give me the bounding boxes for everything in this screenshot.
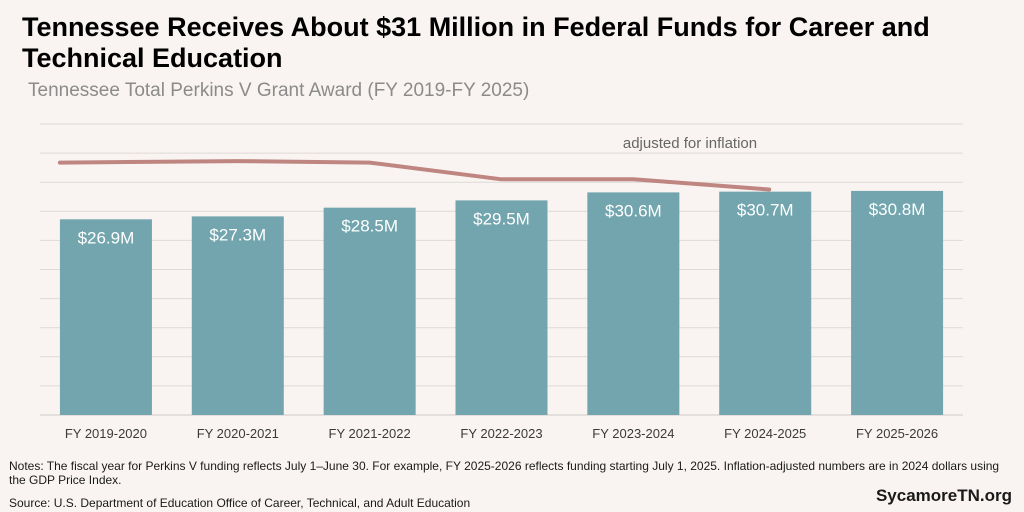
bars: [59, 190, 944, 415]
inflation-line-label: adjusted for inflation: [623, 135, 757, 152]
x-tick-label: FY 2024-2025: [724, 426, 806, 441]
bar: [719, 191, 812, 415]
bar: [851, 190, 944, 415]
bar: [323, 207, 416, 415]
x-tick-label: FY 2021-2022: [329, 426, 411, 441]
x-tick-label: FY 2020-2021: [197, 426, 279, 441]
bar-value-label: $29.5M: [473, 209, 530, 228]
bar-value-label: $30.7M: [737, 201, 794, 220]
x-tick-label: FY 2022-2023: [460, 426, 542, 441]
bar-value-label: $27.3M: [209, 225, 266, 244]
inflation-adjusted-line: [57, 159, 772, 192]
bar: [587, 192, 680, 415]
bar-value-label: $26.9M: [78, 228, 135, 247]
x-tick-label: FY 2019-2020: [65, 426, 147, 441]
x-tick-label: FY 2023-2024: [592, 426, 674, 441]
labels: $26.9M FY 2019-2020 $27.3M FY 2020-2021 $28.…: [65, 135, 938, 441]
source-text: Source: U.S. Department of Education Off…: [9, 496, 471, 510]
bar: [191, 216, 284, 415]
bar-value-label: $30.8M: [869, 200, 926, 219]
bar-value-label: $28.5M: [341, 217, 398, 236]
inflation-line-layer: [57, 159, 772, 192]
bar-value-label: $30.6M: [605, 201, 662, 220]
x-tick-label: FY 2025-2026: [856, 426, 938, 441]
chart-title: Tennessee Receives About $31 Million in …: [22, 12, 930, 73]
brand-logo-text: SycamoreTN.org: [875, 486, 1012, 505]
notes-text: Notes: The fiscal year for Perkins V fun…: [9, 459, 1000, 487]
chart-subtitle: Tennessee Total Perkins V Grant Award (F…: [28, 80, 530, 101]
bar: [59, 219, 152, 415]
bar: [455, 200, 548, 415]
